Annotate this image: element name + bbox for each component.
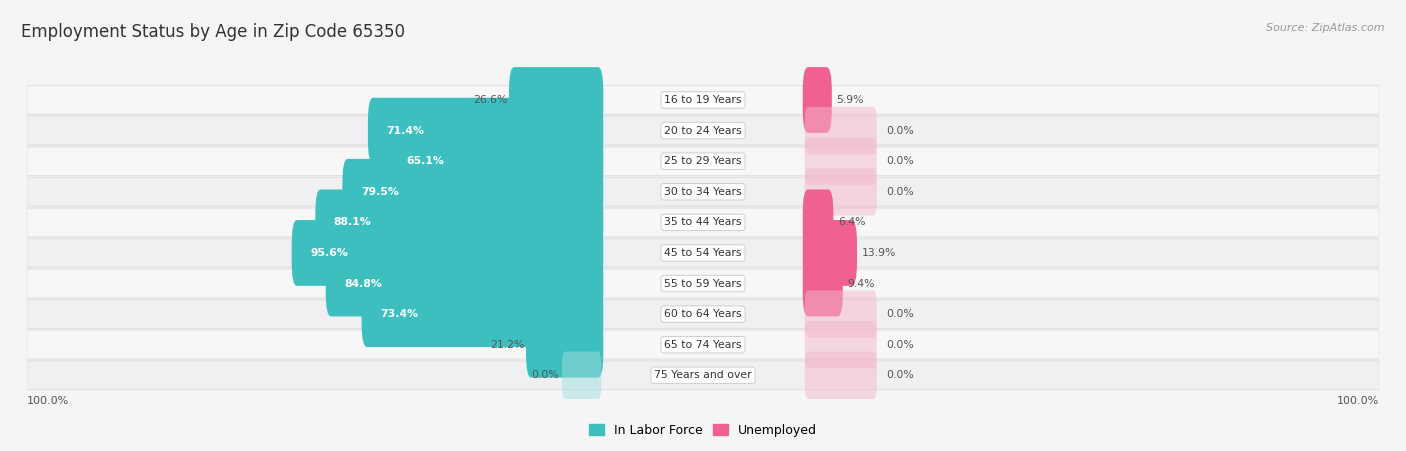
- Text: 26.6%: 26.6%: [474, 95, 508, 105]
- FancyBboxPatch shape: [361, 281, 603, 347]
- FancyBboxPatch shape: [27, 361, 1379, 389]
- FancyBboxPatch shape: [27, 330, 1379, 360]
- FancyBboxPatch shape: [804, 290, 877, 338]
- Text: 60 to 64 Years: 60 to 64 Years: [664, 309, 742, 319]
- FancyBboxPatch shape: [803, 220, 858, 286]
- Text: Source: ZipAtlas.com: Source: ZipAtlas.com: [1267, 23, 1385, 32]
- Text: 75 Years and over: 75 Years and over: [654, 370, 752, 380]
- Text: 88.1%: 88.1%: [333, 217, 371, 227]
- FancyBboxPatch shape: [27, 207, 1379, 237]
- FancyBboxPatch shape: [27, 208, 1379, 236]
- FancyBboxPatch shape: [562, 352, 602, 399]
- FancyBboxPatch shape: [368, 98, 603, 163]
- Text: 100.0%: 100.0%: [27, 396, 69, 406]
- Text: 13.9%: 13.9%: [862, 248, 896, 258]
- FancyBboxPatch shape: [804, 168, 877, 216]
- Text: 45 to 54 Years: 45 to 54 Years: [664, 248, 742, 258]
- FancyBboxPatch shape: [803, 67, 832, 133]
- FancyBboxPatch shape: [27, 239, 1379, 267]
- Text: 65 to 74 Years: 65 to 74 Years: [664, 340, 742, 350]
- Text: 95.6%: 95.6%: [311, 248, 347, 258]
- FancyBboxPatch shape: [803, 251, 842, 317]
- FancyBboxPatch shape: [27, 85, 1379, 115]
- FancyBboxPatch shape: [27, 177, 1379, 207]
- Text: Employment Status by Age in Zip Code 65350: Employment Status by Age in Zip Code 653…: [21, 23, 405, 41]
- Text: 21.2%: 21.2%: [491, 340, 524, 350]
- Text: 25 to 29 Years: 25 to 29 Years: [664, 156, 742, 166]
- FancyBboxPatch shape: [804, 138, 877, 185]
- FancyBboxPatch shape: [388, 128, 603, 194]
- Text: 100.0%: 100.0%: [1337, 396, 1379, 406]
- FancyBboxPatch shape: [27, 331, 1379, 359]
- Text: 0.0%: 0.0%: [887, 156, 914, 166]
- FancyBboxPatch shape: [27, 360, 1379, 390]
- FancyBboxPatch shape: [343, 159, 603, 225]
- FancyBboxPatch shape: [27, 268, 1379, 299]
- FancyBboxPatch shape: [27, 299, 1379, 329]
- Text: 0.0%: 0.0%: [887, 370, 914, 380]
- Text: 6.4%: 6.4%: [838, 217, 866, 227]
- Legend: In Labor Force, Unemployed: In Labor Force, Unemployed: [583, 419, 823, 442]
- FancyBboxPatch shape: [27, 178, 1379, 206]
- FancyBboxPatch shape: [27, 146, 1379, 176]
- Text: 0.0%: 0.0%: [887, 187, 914, 197]
- FancyBboxPatch shape: [27, 147, 1379, 175]
- Text: 55 to 59 Years: 55 to 59 Years: [664, 279, 742, 289]
- FancyBboxPatch shape: [803, 189, 834, 255]
- FancyBboxPatch shape: [27, 300, 1379, 328]
- Text: 35 to 44 Years: 35 to 44 Years: [664, 217, 742, 227]
- FancyBboxPatch shape: [27, 238, 1379, 268]
- Text: 73.4%: 73.4%: [380, 309, 418, 319]
- FancyBboxPatch shape: [526, 312, 603, 377]
- FancyBboxPatch shape: [27, 116, 1379, 145]
- Text: 0.0%: 0.0%: [887, 340, 914, 350]
- Text: 79.5%: 79.5%: [361, 187, 399, 197]
- Text: 16 to 19 Years: 16 to 19 Years: [664, 95, 742, 105]
- Text: 5.9%: 5.9%: [837, 95, 863, 105]
- Text: 9.4%: 9.4%: [848, 279, 875, 289]
- FancyBboxPatch shape: [804, 321, 877, 368]
- FancyBboxPatch shape: [804, 352, 877, 399]
- Text: 30 to 34 Years: 30 to 34 Years: [664, 187, 742, 197]
- FancyBboxPatch shape: [509, 67, 603, 133]
- Text: 0.0%: 0.0%: [531, 370, 558, 380]
- FancyBboxPatch shape: [326, 251, 603, 317]
- FancyBboxPatch shape: [27, 86, 1379, 114]
- FancyBboxPatch shape: [27, 269, 1379, 298]
- FancyBboxPatch shape: [315, 189, 603, 255]
- Text: 0.0%: 0.0%: [887, 309, 914, 319]
- FancyBboxPatch shape: [27, 115, 1379, 146]
- Text: 20 to 24 Years: 20 to 24 Years: [664, 125, 742, 136]
- Text: 71.4%: 71.4%: [387, 125, 425, 136]
- FancyBboxPatch shape: [291, 220, 603, 286]
- FancyBboxPatch shape: [804, 107, 877, 154]
- Text: 65.1%: 65.1%: [406, 156, 444, 166]
- Text: 84.8%: 84.8%: [344, 279, 382, 289]
- Text: 0.0%: 0.0%: [887, 125, 914, 136]
